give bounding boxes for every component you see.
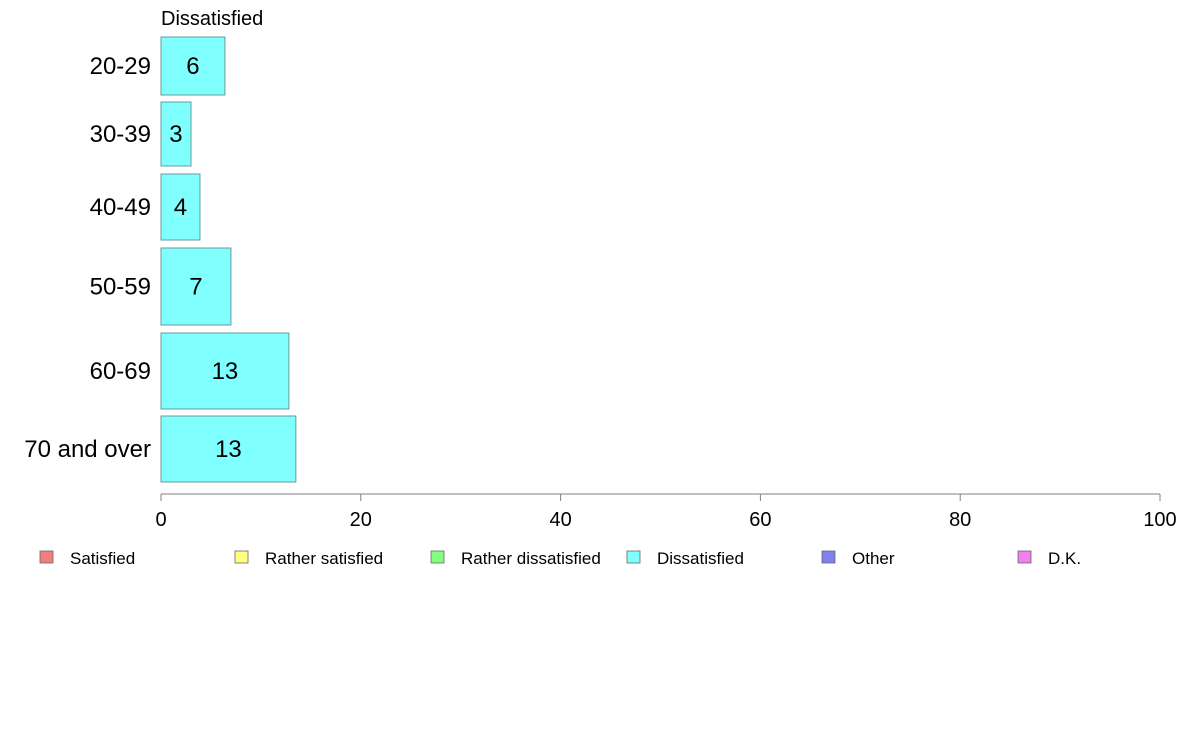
bar-value-label: 3 (169, 121, 182, 148)
bar-50-59 (160, 247, 232, 326)
bar-20-29 (160, 36, 226, 96)
bar-60-69 (160, 332, 290, 410)
category-label: 70 and over (24, 436, 151, 463)
bar-30-39 (160, 101, 192, 167)
legend-label: Satisfied (70, 549, 135, 568)
legend: Satisfied Rather satisfied Rather dissatis… (39, 549, 1081, 568)
x-tick-label: 40 (549, 509, 571, 531)
legend-swatch (1017, 550, 1032, 564)
chart-title: Dissatisfied (161, 8, 263, 30)
category-label: 30-39 (90, 121, 151, 148)
legend-swatch (39, 550, 54, 564)
x-tick-label: 0 (155, 509, 166, 531)
legend-swatch (234, 550, 249, 564)
legend-label: Rather dissatisfied (461, 549, 601, 568)
category-label: 60-69 (90, 358, 151, 385)
legend-label: Rather satisfied (265, 549, 383, 568)
bar-70-and-over (160, 415, 297, 483)
legend-swatch (626, 550, 641, 564)
legend-swatch (821, 550, 836, 564)
legend-label: Other (852, 549, 895, 568)
bar-value-label: 7 (189, 274, 202, 301)
bar-value-label: 4 (174, 194, 187, 221)
bar-40-49 (160, 173, 201, 241)
legend-swatch (430, 550, 445, 564)
bars-group: 6 20-29 3 30-39 4 40-49 7 50-59 13 60-69 13 70 and … (24, 36, 297, 483)
x-tick-label: 20 (350, 509, 372, 531)
bar-value-label: 13 (212, 358, 239, 385)
category-label: 40-49 (90, 194, 151, 221)
legend-label: Dissatisfied (657, 549, 744, 568)
category-label: 50-59 (90, 274, 151, 301)
x-axis: 0 20 40 60 80 100 (155, 493, 1177, 531)
x-tick-label: 80 (949, 509, 971, 531)
bar-value-label: 13 (215, 436, 242, 463)
x-tick-label: 60 (749, 509, 771, 531)
x-tick-label: 100 (1143, 509, 1176, 531)
legend-label: D.K. (1048, 549, 1081, 568)
bar-value-label: 6 (186, 53, 199, 80)
category-label: 20-29 (90, 53, 151, 80)
